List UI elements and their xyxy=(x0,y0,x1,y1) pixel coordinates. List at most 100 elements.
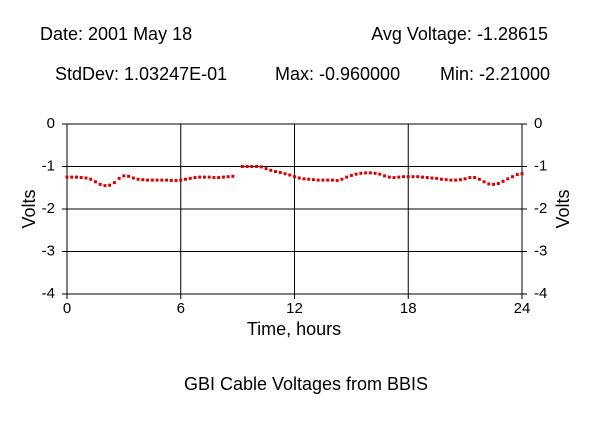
data-point xyxy=(349,173,353,177)
data-point xyxy=(501,179,505,183)
data-point xyxy=(193,176,197,180)
data-point xyxy=(245,165,249,168)
data-point xyxy=(335,179,339,183)
data-point xyxy=(416,175,420,179)
y2-tick-label: -3 xyxy=(534,242,547,259)
data-point xyxy=(311,178,315,182)
data-point xyxy=(146,178,150,182)
data-point xyxy=(202,175,206,179)
min-label: Min: -2.21000 xyxy=(440,64,550,84)
data-point xyxy=(127,174,131,178)
data-point xyxy=(354,172,358,176)
data-point xyxy=(463,177,467,181)
data-point xyxy=(439,177,443,181)
data-point xyxy=(108,183,112,187)
data-point xyxy=(226,175,230,179)
data-point xyxy=(435,176,439,180)
data-point xyxy=(293,175,296,179)
x-tick-label: 0 xyxy=(63,300,71,317)
data-point xyxy=(297,176,301,180)
data-point xyxy=(506,177,510,181)
x-tick-label: 6 xyxy=(177,300,185,317)
data-point xyxy=(264,167,268,171)
data-point xyxy=(231,174,235,178)
data-point xyxy=(340,177,344,181)
x-tick-label: 18 xyxy=(400,300,417,317)
data-point xyxy=(487,182,491,186)
data-point xyxy=(136,177,140,181)
data-point xyxy=(387,175,391,179)
data-point xyxy=(269,168,273,172)
data-point xyxy=(150,178,154,182)
data-point xyxy=(131,176,135,180)
data-point xyxy=(274,170,278,174)
data-point xyxy=(515,173,519,177)
data-point xyxy=(259,165,263,169)
data-point xyxy=(307,177,311,181)
data-point xyxy=(383,174,387,178)
x-tick-label: 24 xyxy=(514,300,531,317)
chart-title: GBI Cable Voltages from BBIS xyxy=(184,374,428,394)
data-point xyxy=(402,175,406,179)
data-point xyxy=(368,171,372,175)
data-point xyxy=(492,182,496,186)
data-point xyxy=(425,176,429,180)
data-point xyxy=(430,176,434,180)
data-point xyxy=(473,176,477,180)
data-point xyxy=(89,177,93,181)
data-point xyxy=(345,175,349,179)
data-point xyxy=(316,178,320,182)
data-point xyxy=(141,178,145,182)
data-point xyxy=(520,172,524,176)
data-point xyxy=(468,176,472,180)
data-point xyxy=(283,172,287,176)
data-point xyxy=(288,173,292,177)
data-point xyxy=(458,178,462,182)
avg-label: Avg Voltage: -1.28615 xyxy=(371,24,548,44)
data-point xyxy=(250,165,254,168)
data-point xyxy=(359,171,363,175)
data-point xyxy=(117,176,121,180)
data-point xyxy=(103,184,107,188)
y-tick-label: 0 xyxy=(47,115,55,132)
data-point xyxy=(454,178,458,182)
data-point xyxy=(174,179,178,183)
data-point xyxy=(160,178,164,182)
y2-tick-label: -1 xyxy=(534,157,547,174)
x-axis-label: Time, hours xyxy=(247,319,341,339)
data-point xyxy=(98,182,102,186)
data-point xyxy=(155,178,159,182)
data-point xyxy=(321,178,325,182)
data-point xyxy=(444,178,448,182)
data-point xyxy=(188,176,192,180)
data-point xyxy=(302,177,306,181)
y-tick-label: -3 xyxy=(42,242,55,259)
data-point xyxy=(373,171,377,175)
data-point xyxy=(326,178,330,182)
data-point xyxy=(482,180,486,184)
data-point xyxy=(411,175,415,179)
data-point xyxy=(212,176,216,180)
y-tick-label: -1 xyxy=(42,157,55,174)
max-label: Max: -0.960000 xyxy=(275,64,400,84)
data-point xyxy=(179,178,183,182)
data-point xyxy=(74,175,78,179)
data-point xyxy=(70,175,74,179)
data-point xyxy=(93,180,97,184)
data-point xyxy=(221,175,225,179)
y2-axis-label: Volts xyxy=(553,189,573,228)
stddev-label: StdDev: 1.03247E-01 xyxy=(55,64,227,84)
data-point xyxy=(217,176,221,180)
data-point xyxy=(397,175,401,179)
data-point xyxy=(364,171,368,175)
y2-tick-label: 0 xyxy=(534,115,542,132)
data-point xyxy=(240,165,244,168)
data-point xyxy=(84,176,88,180)
x-tick-label: 12 xyxy=(286,300,303,317)
data-point xyxy=(165,178,169,182)
data-point xyxy=(406,175,410,179)
data-point xyxy=(65,175,69,179)
y-tick-label: -2 xyxy=(42,200,55,217)
